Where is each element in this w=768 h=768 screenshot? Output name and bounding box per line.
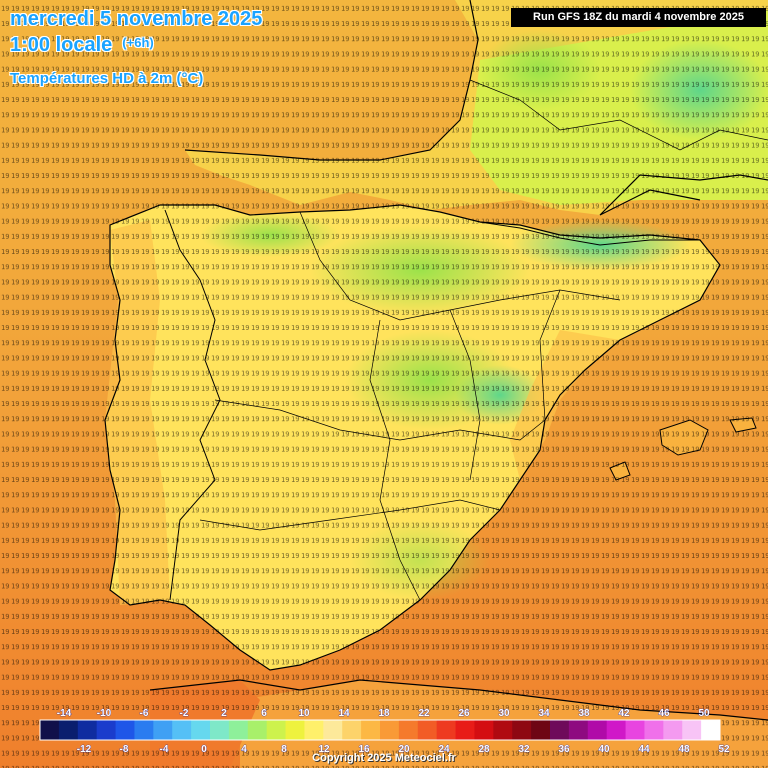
scale-label-bottom: 48 bbox=[678, 744, 690, 755]
scale-label-bottom: 0 bbox=[201, 744, 207, 755]
scale-label-top: 38 bbox=[578, 708, 590, 719]
scale-label-top: 6 bbox=[261, 708, 267, 719]
scale-swatch bbox=[512, 720, 532, 740]
france-med-coastline bbox=[599, 174, 768, 216]
scale-label-bottom: 32 bbox=[518, 744, 530, 755]
scale-label-top: 2 bbox=[221, 708, 227, 719]
scale-swatch bbox=[96, 720, 117, 740]
france-internal-border bbox=[469, 79, 768, 151]
scale-swatch bbox=[172, 720, 192, 740]
scale-label-bottom: 24 bbox=[438, 744, 450, 755]
scale-label-bottom: -4 bbox=[160, 744, 169, 755]
scale-swatch bbox=[323, 720, 343, 740]
copyright: Copyright 2025 Meteociel.fr bbox=[312, 752, 456, 764]
scale-label-top: -14 bbox=[57, 708, 72, 719]
france-spain-border bbox=[479, 221, 700, 246]
forecast-offset: (+6h) bbox=[122, 35, 154, 50]
scale-swatch bbox=[436, 720, 457, 740]
scale-swatch bbox=[493, 720, 513, 740]
scale-swatch bbox=[568, 720, 589, 740]
scale-label-top: -10 bbox=[97, 708, 112, 719]
scale-swatch bbox=[228, 720, 249, 740]
scale-swatch bbox=[474, 720, 494, 740]
scale-label-top: 26 bbox=[458, 708, 470, 719]
scale-label-top: 18 bbox=[378, 708, 390, 719]
scale-label-bottom: 4 bbox=[241, 744, 247, 755]
scale-swatch bbox=[625, 720, 645, 740]
scale-label-top: 42 bbox=[618, 708, 630, 719]
iberia-coastline bbox=[104, 204, 721, 671]
scale-label-bottom: 52 bbox=[718, 744, 730, 755]
scale-label-top: 10 bbox=[298, 708, 310, 719]
scale-swatch bbox=[663, 720, 683, 740]
scale-swatch bbox=[58, 720, 79, 740]
scale-swatch bbox=[606, 720, 627, 740]
scale-label-top: -2 bbox=[180, 708, 189, 719]
forecast-time-label: 1:00 locale bbox=[10, 34, 113, 56]
scale-swatch bbox=[342, 720, 362, 740]
scale-swatch bbox=[115, 720, 135, 740]
scale-swatch bbox=[210, 720, 230, 740]
scale-swatch bbox=[380, 720, 400, 740]
scale-swatch bbox=[587, 720, 608, 740]
scale-label-bottom: 44 bbox=[638, 744, 650, 755]
scale-label-top: 14 bbox=[338, 708, 350, 719]
scale-swatch bbox=[398, 720, 419, 740]
scale-swatch bbox=[417, 720, 438, 740]
scale-label-top: 46 bbox=[658, 708, 670, 719]
scale-label-top: 30 bbox=[498, 708, 510, 719]
africa-coastline bbox=[149, 679, 768, 721]
scale-swatch bbox=[134, 720, 154, 740]
scale-label-bottom: 28 bbox=[478, 744, 490, 755]
scale-swatch bbox=[550, 720, 570, 740]
scale-label-bottom: -8 bbox=[120, 744, 129, 755]
regional-border-2 bbox=[214, 399, 546, 441]
scale-swatch bbox=[304, 720, 324, 740]
scale-swatch bbox=[266, 720, 287, 740]
scale-label-bottom: 16 bbox=[358, 744, 370, 755]
france-coastline bbox=[184, 0, 479, 161]
run-info-badge: Run GFS 18Z du mardi 4 novembre 2025 bbox=[511, 8, 766, 27]
forecast-time: 1:00 locale (+6h) bbox=[10, 34, 154, 57]
scale-label-top: -6 bbox=[140, 708, 149, 719]
scale-label-top: 34 bbox=[538, 708, 550, 719]
scale-label-top: 50 bbox=[698, 708, 710, 719]
scale-swatch bbox=[191, 720, 211, 740]
temperature-scale: -14 -10 -6 -2 2 6 10 14 18 22 26 30 34 38 42 46 50-12 -8-… bbox=[39, 708, 730, 755]
portugal-spain-border bbox=[164, 209, 221, 601]
scale-swatch bbox=[455, 720, 475, 740]
scale-label-bottom: 12 bbox=[318, 744, 330, 755]
scale-swatch bbox=[40, 720, 60, 740]
scale-label-bottom: 40 bbox=[598, 744, 610, 755]
regional-border-5 bbox=[449, 309, 481, 481]
forecast-date: mercredi 5 novembre 2025 bbox=[10, 8, 263, 30]
scale-swatch bbox=[701, 720, 721, 740]
scale-label-bottom: 36 bbox=[558, 744, 570, 755]
scale-swatch bbox=[77, 720, 98, 740]
regional-border-1 bbox=[299, 211, 621, 321]
scale-swatch bbox=[644, 720, 664, 740]
scale-label-bottom: 20 bbox=[398, 744, 410, 755]
scale-label-bottom: -12 bbox=[77, 744, 92, 755]
scale-swatch bbox=[153, 720, 173, 740]
scale-swatch bbox=[247, 720, 268, 740]
scale-swatch bbox=[531, 720, 551, 740]
scale-swatch bbox=[682, 720, 702, 740]
scale-label-top: 22 bbox=[418, 708, 430, 719]
scale-border bbox=[39, 719, 721, 741]
parameter-label: Températures HD à 2m (°C) bbox=[10, 70, 204, 87]
scale-label-bottom: 8 bbox=[281, 744, 287, 755]
regional-border-6 bbox=[539, 289, 561, 421]
regional-border-4 bbox=[369, 319, 421, 601]
scale-swatch bbox=[361, 720, 381, 740]
scale-swatch bbox=[285, 720, 305, 740]
regional-border-3 bbox=[199, 499, 501, 531]
